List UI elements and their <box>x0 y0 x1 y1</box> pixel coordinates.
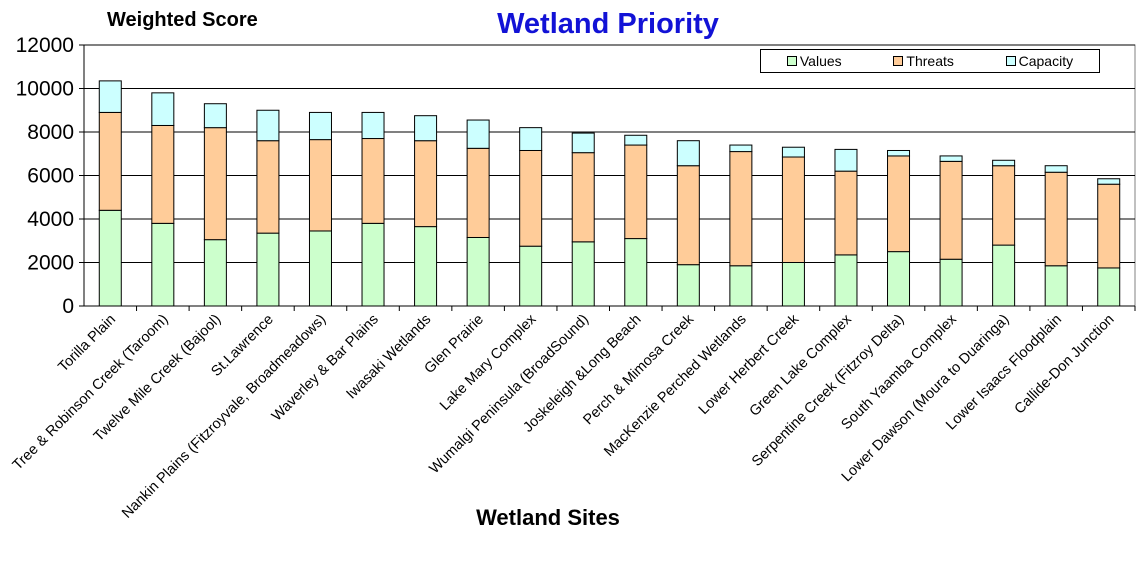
bar-capacity-9 <box>571 132 595 154</box>
y-tick-label: 6000 <box>27 165 74 188</box>
legend-swatch-threats <box>893 56 904 66</box>
bar-capacity-16 <box>939 155 963 162</box>
bar-threats-0 <box>98 111 122 211</box>
y-tick-label: 4000 <box>27 208 74 231</box>
bar-threats-6 <box>414 140 438 228</box>
y-tick-label: 0 <box>62 295 74 318</box>
bar-values-1 <box>151 222 175 307</box>
bar-values-6 <box>414 226 438 307</box>
bar-threats-19 <box>1097 183 1121 269</box>
bar-values-3 <box>256 232 280 307</box>
bar-capacity-3 <box>256 109 280 142</box>
bar-values-7 <box>466 236 490 307</box>
bar-threats-8 <box>519 149 543 247</box>
bar-values-11 <box>676 264 700 307</box>
y-tick-label: 12000 <box>16 34 74 57</box>
bar-capacity-6 <box>414 115 438 142</box>
bar-values-15 <box>887 251 911 307</box>
bar-threats-10 <box>624 144 648 240</box>
bar-threats-12 <box>729 151 753 267</box>
x-tick-label: Waverley & Bar Plains <box>269 312 382 425</box>
legend-label-capacity: Capacity <box>1018 53 1074 69</box>
bar-values-5 <box>361 222 385 307</box>
bar-capacity-18 <box>1044 165 1068 173</box>
bar-values-4 <box>308 230 332 307</box>
bar-threats-2 <box>203 127 227 241</box>
bar-capacity-15 <box>887 149 911 157</box>
y-tick-label: 8000 <box>27 121 74 144</box>
bar-threats-11 <box>676 165 700 266</box>
legend-label-values: Values <box>799 53 842 69</box>
bar-values-18 <box>1044 265 1068 307</box>
y-axis-title: Weighted Score <box>107 9 258 31</box>
bar-capacity-5 <box>361 111 385 140</box>
legend: Values Threats Capacity <box>760 49 1100 73</box>
bar-threats-18 <box>1044 171 1068 267</box>
bar-threats-9 <box>571 152 595 243</box>
bar-values-19 <box>1097 267 1121 307</box>
bar-threats-17 <box>992 165 1016 246</box>
legend-swatch-values <box>786 56 797 66</box>
bar-threats-16 <box>939 160 963 260</box>
x-tick-label: Green Lake Complex <box>747 311 856 420</box>
bar-capacity-14 <box>834 148 858 172</box>
chart-title: Wetland Priority <box>497 8 719 40</box>
x-tick-label: Callide-Don Junction <box>1012 312 1118 418</box>
bar-threats-1 <box>151 124 175 224</box>
bar-capacity-2 <box>203 103 227 129</box>
bar-threats-14 <box>834 170 858 256</box>
bar-capacity-19 <box>1097 178 1121 185</box>
x-tick-label: Lake Mary Complex <box>437 311 540 414</box>
bar-values-9 <box>571 241 595 307</box>
bar-capacity-1 <box>151 92 175 126</box>
legend-swatch-capacity <box>1005 56 1016 66</box>
bar-capacity-11 <box>676 140 700 167</box>
bar-values-16 <box>939 258 963 307</box>
bar-capacity-10 <box>624 134 648 146</box>
bar-threats-5 <box>361 138 385 224</box>
bar-values-2 <box>203 239 227 307</box>
bar-values-0 <box>98 209 122 307</box>
legend-item-capacity: Capacity <box>1005 53 1074 69</box>
x-axis-title: Wetland Sites <box>476 505 620 530</box>
bar-values-13 <box>781 262 805 307</box>
legend-item-threats: Threats <box>893 53 954 69</box>
bar-threats-7 <box>466 147 490 238</box>
bar-capacity-13 <box>781 146 805 158</box>
bar-threats-3 <box>256 140 280 234</box>
bar-values-17 <box>992 244 1016 307</box>
legend-item-values: Values <box>786 53 842 69</box>
bar-capacity-17 <box>992 159 1016 167</box>
y-tick-label: 10000 <box>16 78 74 101</box>
legend-label-threats: Threats <box>906 53 954 69</box>
bar-threats-4 <box>308 139 332 232</box>
bar-threats-15 <box>887 155 911 253</box>
bar-values-8 <box>519 245 543 307</box>
bar-values-14 <box>834 254 858 307</box>
bar-capacity-8 <box>519 127 543 151</box>
bar-values-10 <box>624 238 648 307</box>
bar-capacity-7 <box>466 119 490 149</box>
bar-capacity-4 <box>308 111 332 141</box>
bar-capacity-0 <box>98 80 122 113</box>
y-tick-label: 2000 <box>27 252 74 275</box>
x-tick-label: Lower Herbert Creek <box>696 311 803 418</box>
bar-threats-13 <box>781 156 805 263</box>
bar-values-12 <box>729 265 753 307</box>
bar-capacity-12 <box>729 144 753 153</box>
